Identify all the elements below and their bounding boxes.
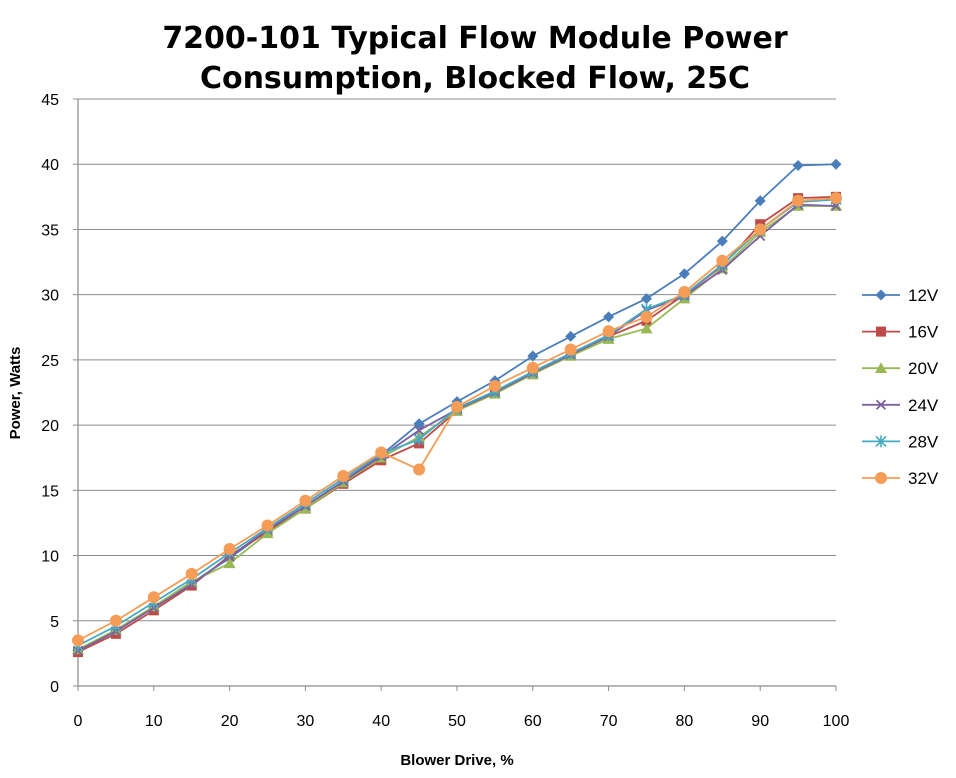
x-tick-label: 40	[372, 713, 390, 730]
data-point	[451, 400, 463, 413]
x-tick-label: 50	[448, 713, 466, 730]
axes	[73, 98, 837, 691]
data-point	[109, 614, 122, 627]
data-point	[299, 494, 312, 507]
legend-item: 24V	[862, 396, 939, 415]
x-tick-label: 10	[145, 713, 163, 730]
data-point	[526, 361, 539, 374]
chart-title-line: 7200-101 Typical Flow Module Power	[162, 21, 788, 56]
legend-marker	[875, 289, 887, 301]
legend-label: 20V	[908, 359, 939, 378]
x-tick-labels: 0 10 20 30 40 50 60 70 80 90 100	[74, 713, 850, 730]
y-axis-title: Power, Watts	[7, 347, 24, 440]
data-point	[754, 223, 767, 236]
data-point	[527, 350, 539, 362]
y-tick-label: 0	[50, 679, 59, 696]
legend-item: 20V	[862, 359, 939, 378]
data-point	[602, 325, 615, 338]
data-point	[413, 425, 425, 436]
legend-item: 12V	[862, 286, 939, 305]
legend: 12V 16V 20V 24V 28V 32V	[862, 286, 939, 488]
y-tick-label: 5	[50, 614, 59, 631]
legend-label: 28V	[908, 432, 939, 451]
data-point	[641, 293, 652, 305]
y-tick-label: 10	[41, 549, 59, 566]
x-tick-label: 100	[823, 713, 850, 730]
x-tick-label: 70	[600, 713, 618, 730]
data-point	[72, 634, 84, 647]
legend-marker	[875, 472, 887, 484]
y-tick-label: 25	[41, 353, 59, 370]
data-point	[792, 160, 804, 172]
legend-item: 16V	[862, 323, 939, 342]
legend-marker	[875, 362, 887, 373]
data-point	[830, 158, 842, 170]
x-tick-label: 30	[297, 713, 315, 730]
chart-title-line: Consumption, Blocked Flow, 25C	[200, 61, 750, 96]
legend-label: 12V	[908, 286, 939, 305]
data-point	[413, 433, 425, 446]
x-tick-label: 0	[74, 713, 83, 730]
data-point	[716, 235, 728, 247]
data-point	[716, 254, 729, 267]
data-point	[185, 567, 198, 580]
data-point	[413, 463, 426, 476]
legend-label: 16V	[908, 323, 939, 342]
data-point	[564, 343, 577, 356]
data-point	[640, 322, 653, 334]
y-tick-label: 45	[41, 92, 59, 109]
legend-label: 32V	[908, 469, 939, 488]
data-point	[565, 330, 577, 342]
gridlines	[78, 98, 836, 622]
data-point	[261, 519, 274, 532]
y-tick-label: 15	[41, 483, 59, 500]
chart-title: 7200-101 Typical Flow Module Power Consum…	[162, 21, 788, 96]
data-point	[830, 192, 842, 205]
legend-marker	[875, 399, 887, 410]
data-point	[223, 557, 236, 569]
legend-item: 32V	[862, 469, 939, 488]
x-axis-title: Blower Drive, %	[400, 752, 513, 769]
y-tick-label: 35	[41, 222, 59, 239]
data-point	[678, 286, 691, 299]
data-point	[375, 446, 388, 459]
data-point	[754, 195, 766, 207]
y-tick-label: 30	[41, 288, 59, 305]
x-tick-label: 80	[676, 713, 694, 730]
y-tick-labels: 0 5 10 15 20 25 30 35 40 45	[41, 92, 59, 696]
data-point	[223, 543, 236, 556]
legend-marker	[875, 435, 887, 448]
legend-item: 28V	[862, 432, 939, 451]
x-tick-label: 60	[524, 713, 542, 730]
x-tick-label: 90	[751, 713, 769, 730]
y-tick-label: 20	[41, 418, 59, 435]
data-point	[337, 469, 350, 482]
data-point	[488, 379, 501, 392]
legend-marker	[876, 326, 886, 337]
x-tick-label: 20	[221, 713, 239, 730]
series-32V	[72, 192, 842, 647]
legend-label: 24V	[908, 396, 939, 415]
series-lines	[72, 158, 842, 658]
data-point	[792, 194, 805, 207]
data-point	[603, 311, 615, 323]
data-point	[147, 591, 160, 604]
data-point	[678, 268, 690, 280]
data-point	[640, 310, 653, 323]
y-tick-label: 40	[41, 157, 59, 174]
